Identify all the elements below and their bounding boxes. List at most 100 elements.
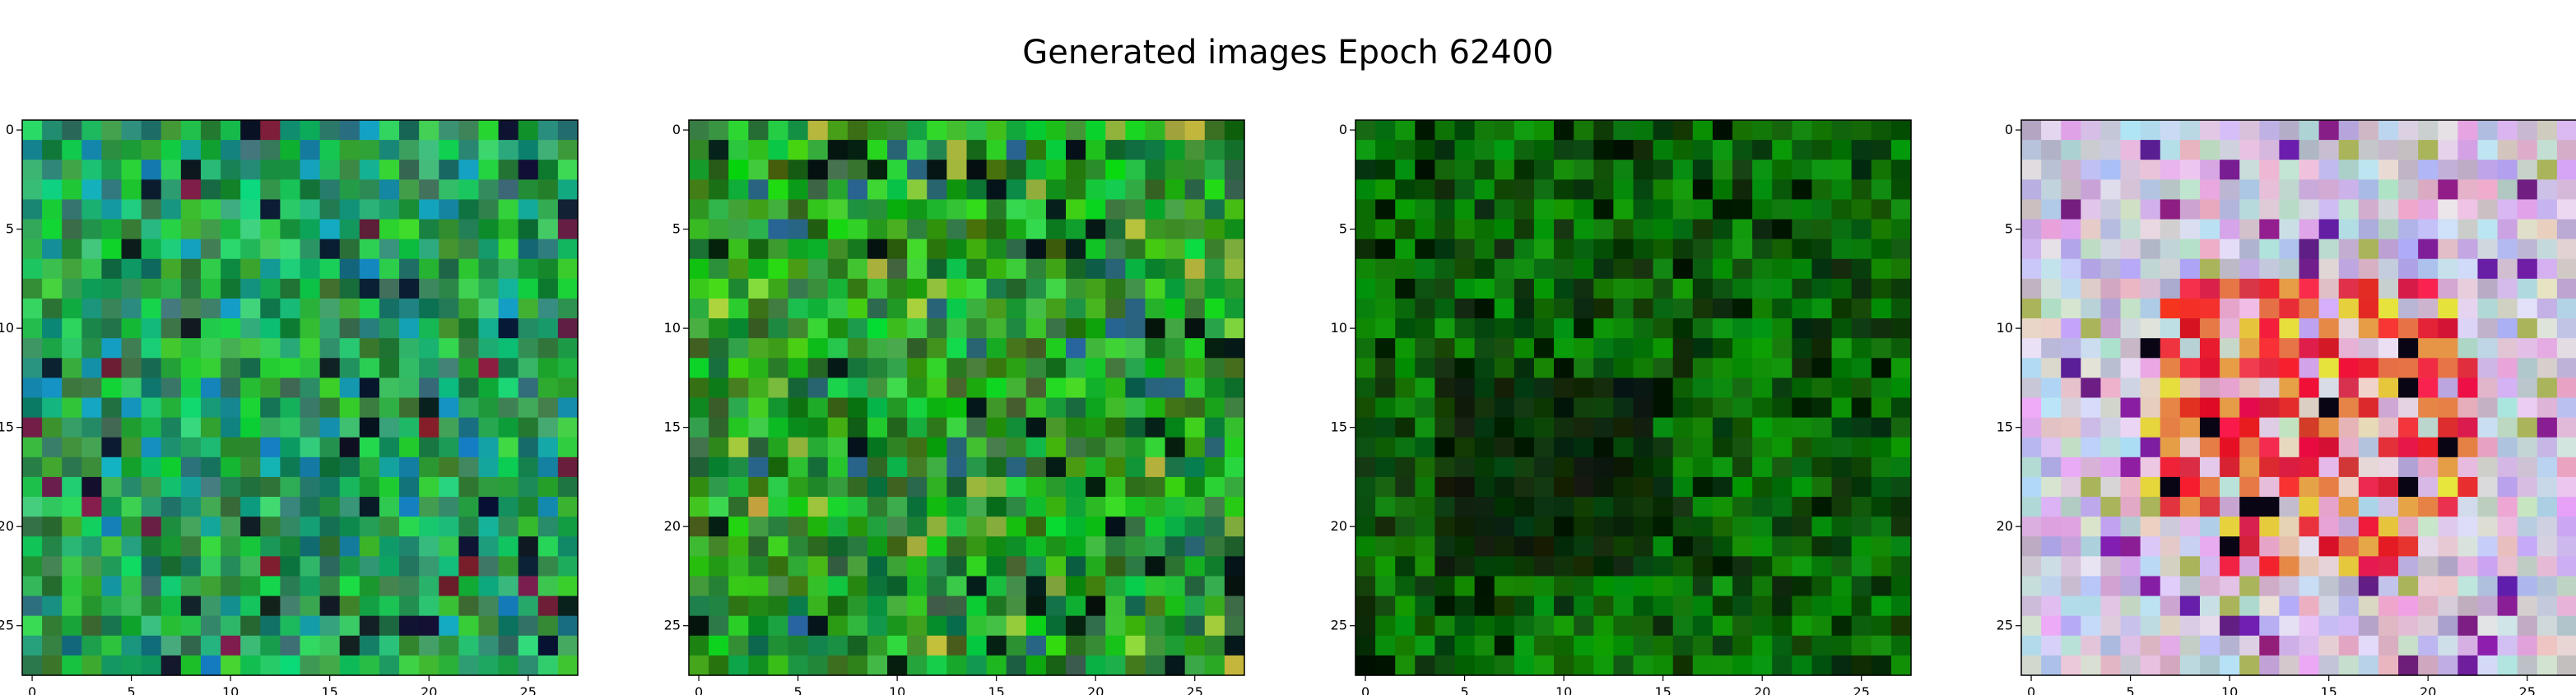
pixel xyxy=(2259,239,2280,260)
pixel xyxy=(62,258,82,280)
pixel xyxy=(1494,595,1515,617)
pixel xyxy=(1752,556,1773,577)
pixel xyxy=(1672,556,1694,577)
pixel xyxy=(2120,358,2141,378)
pixel xyxy=(788,476,809,498)
pixel xyxy=(1434,378,1456,399)
pixel xyxy=(728,437,749,458)
pixel xyxy=(2398,397,2419,419)
pixel xyxy=(1224,517,1245,537)
pixel xyxy=(2220,298,2240,319)
pixel xyxy=(748,497,770,517)
pixel xyxy=(2160,456,2181,478)
pixel xyxy=(1792,338,1813,359)
pixel xyxy=(1204,160,1225,180)
pixel xyxy=(2021,615,2042,637)
pixel xyxy=(2081,318,2102,339)
pixel xyxy=(121,298,142,319)
x-tick-label: 0 xyxy=(1361,684,1369,695)
pixel xyxy=(1006,338,1027,359)
pixel xyxy=(1653,397,1674,419)
pixel xyxy=(1633,278,1654,299)
pixel xyxy=(399,497,420,517)
x-tick-label: 10 xyxy=(2221,684,2238,695)
pixel xyxy=(537,595,559,617)
pixel xyxy=(160,239,182,260)
pixel xyxy=(339,258,360,280)
pixel xyxy=(2160,219,2181,240)
pixel xyxy=(101,497,123,517)
pixel xyxy=(1145,258,1166,280)
pixel xyxy=(2318,318,2340,339)
pixel xyxy=(728,120,749,141)
pixel xyxy=(1184,476,1206,498)
pixel xyxy=(1792,556,1813,577)
pixel xyxy=(807,437,829,458)
pixel xyxy=(2338,298,2360,319)
pixel xyxy=(2179,476,2201,498)
pixel xyxy=(1831,556,1853,577)
pixel xyxy=(966,635,988,656)
pixel xyxy=(2318,278,2340,299)
pixel xyxy=(280,595,301,617)
pixel xyxy=(537,219,559,240)
pixel xyxy=(1732,437,1753,458)
pixel xyxy=(788,437,809,458)
pixel xyxy=(2497,615,2518,637)
pixel xyxy=(1732,140,1753,160)
pixel xyxy=(1086,318,1106,339)
pixel xyxy=(2299,556,2320,577)
pixel xyxy=(2279,378,2300,399)
pixel xyxy=(359,199,380,220)
pixel xyxy=(2477,476,2499,498)
pixel xyxy=(1712,635,1733,656)
pixel xyxy=(439,160,459,180)
pixel xyxy=(359,576,380,597)
pixel xyxy=(260,497,281,517)
pixel xyxy=(689,298,709,319)
pixel xyxy=(1105,417,1126,438)
pixel xyxy=(1125,497,1146,517)
pixel xyxy=(1871,417,1892,438)
pixel xyxy=(319,655,341,676)
pixel xyxy=(689,517,709,537)
pixel xyxy=(2536,476,2558,498)
pixel xyxy=(1792,140,1813,160)
pixel xyxy=(689,615,709,637)
pixel xyxy=(2497,635,2518,656)
pixel xyxy=(986,595,1007,617)
pixel xyxy=(62,140,82,160)
pixel xyxy=(1811,160,1833,180)
pixel xyxy=(2041,120,2062,141)
pixel xyxy=(2457,556,2479,577)
pixel xyxy=(300,298,321,319)
pixel xyxy=(2517,417,2538,438)
pixel xyxy=(2061,655,2081,676)
pixel xyxy=(867,358,888,378)
pixel xyxy=(1474,595,1495,617)
pixel xyxy=(2338,318,2360,339)
pixel xyxy=(1355,160,1376,180)
pixel xyxy=(62,576,82,597)
pixel xyxy=(260,378,281,399)
pixel xyxy=(1533,239,1555,260)
pixel xyxy=(847,239,868,260)
pixel xyxy=(101,338,123,359)
pixel xyxy=(2536,278,2558,299)
pixel xyxy=(1871,140,1892,160)
pixel xyxy=(2081,437,2102,458)
pixel xyxy=(1434,358,1456,378)
pixel xyxy=(518,278,539,299)
pixel xyxy=(728,219,749,240)
pixel xyxy=(2418,576,2439,597)
pixel xyxy=(62,239,82,260)
pixel xyxy=(2061,239,2081,260)
pixel xyxy=(1415,258,1436,280)
pixel xyxy=(2556,476,2576,498)
pixel xyxy=(946,318,968,339)
pixel xyxy=(1454,160,1476,180)
pixel xyxy=(1554,199,1574,220)
pixel xyxy=(2457,615,2479,637)
pixel xyxy=(160,199,182,220)
pixel xyxy=(1355,318,1376,339)
